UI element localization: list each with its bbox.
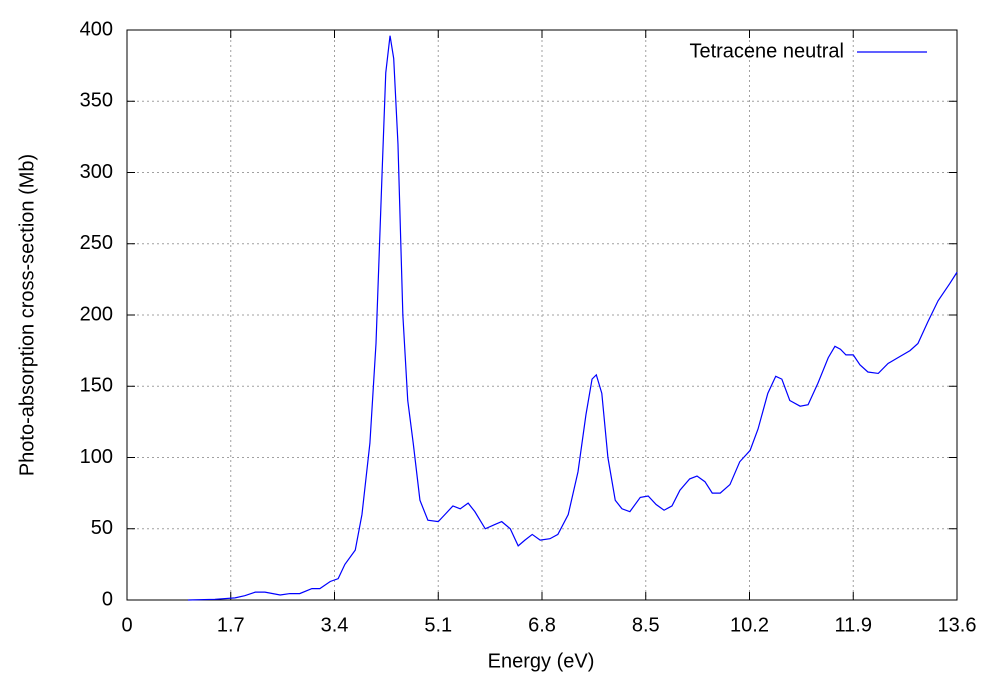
x-tick-label: 11.9 bbox=[835, 614, 872, 636]
y-tick-label: 50 bbox=[91, 517, 113, 539]
x-tick-label: 5.1 bbox=[424, 614, 452, 636]
y-tick-label: 350 bbox=[80, 90, 113, 112]
x-tick-label: 1.7 bbox=[217, 614, 245, 636]
y-tick-label: 100 bbox=[80, 446, 113, 468]
x-axis-label: Energy (eV) bbox=[488, 650, 595, 672]
x-tick-label: 6.8 bbox=[528, 614, 556, 636]
y-tick-label: 150 bbox=[80, 375, 113, 397]
x-tick-label: 0 bbox=[121, 614, 132, 636]
y-tick-label: 200 bbox=[80, 303, 113, 325]
y-tick-label: 300 bbox=[80, 161, 113, 183]
x-tick-label: 3.4 bbox=[321, 614, 349, 636]
y-tick-label: 400 bbox=[80, 18, 113, 40]
y-tick-label: 0 bbox=[102, 588, 113, 610]
x-tick-label: 8.5 bbox=[632, 614, 660, 636]
legend-label: Tetracene neutral bbox=[689, 40, 844, 62]
plot-frame bbox=[126, 29, 958, 601]
y-tick-label: 250 bbox=[80, 232, 113, 254]
y-axis-label: Photo-absorption cross-section (Mb) bbox=[16, 154, 38, 476]
x-tick-label: 13.6 bbox=[938, 614, 977, 636]
data-line bbox=[188, 35, 958, 601]
x-tick-label: 10.2 bbox=[730, 614, 769, 636]
